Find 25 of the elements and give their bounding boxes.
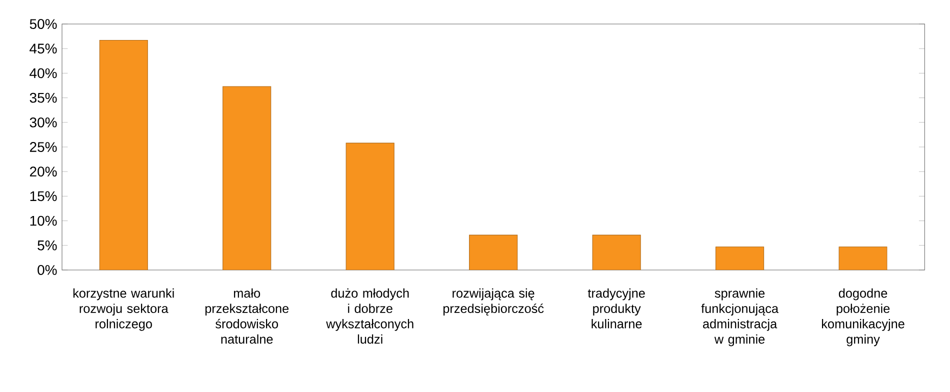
y-tick-label: 0% — [38, 265, 57, 275]
y-tick-label: 20% — [30, 166, 57, 177]
x-tick-label: dogodne położenie komunikacyjne gminy — [822, 288, 904, 346]
bar — [469, 234, 518, 270]
x-tick-label: mało przekształcone środowisko naturalne — [205, 288, 289, 344]
y-tick-label: 10% — [30, 216, 57, 226]
bar — [838, 246, 888, 270]
y-tick-label: 50% — [30, 19, 57, 29]
bar — [716, 246, 764, 270]
x-tick-label: tradycyjne produkty kulinarne — [588, 288, 645, 328]
x-tick-label: korzystne warunki rozwoju sektora rolniczego — [73, 288, 174, 331]
x-tick-label: sprawnie funkcjonująca administracja w gminie — [701, 288, 779, 346]
y-tick-label: 30% — [30, 117, 57, 128]
bar — [99, 40, 148, 270]
y-tick-label: 35% — [30, 92, 57, 103]
bar — [222, 86, 272, 270]
y-tick-label: 40% — [30, 68, 57, 78]
x-tick-label: dużo młodych i dobrze wykształconych ludzi — [326, 288, 414, 344]
y-tick-label: 25% — [30, 142, 57, 152]
bar — [346, 142, 394, 270]
bar — [592, 234, 641, 270]
y-tick-label: 15% — [30, 191, 57, 202]
y-tick-label: 5% — [38, 240, 57, 250]
y-tick-label: 45% — [30, 44, 57, 54]
x-tick-label: rozwijająca się przedsiębiorczość — [443, 288, 544, 316]
